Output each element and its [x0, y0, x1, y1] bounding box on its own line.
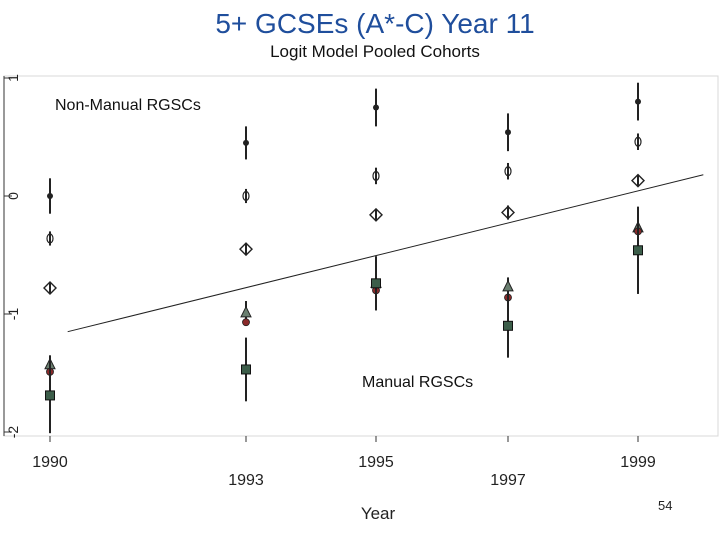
plot-frame	[3, 75, 719, 437]
data-point-triangle	[240, 305, 252, 318]
data-point-small-diamond	[634, 136, 642, 147]
y-tick-label: -2	[5, 426, 21, 439]
data-point-dot-red	[242, 318, 250, 327]
x-tick-label: 1997	[490, 472, 526, 489]
y-tick-label: -1	[5, 308, 21, 321]
annotation-manual: Manual RGSCs	[362, 374, 473, 391]
data-point-diamond	[239, 242, 253, 257]
data-point-dot	[373, 104, 379, 111]
data-point-small-diamond	[372, 170, 380, 182]
data-point-square	[241, 364, 251, 375]
data-point-diamond	[369, 207, 383, 222]
data-point-square	[633, 245, 643, 256]
x-tick-label: 1993	[228, 472, 264, 489]
data-point-square	[503, 320, 513, 331]
x-axis-title: Year	[361, 504, 396, 523]
data-point-diamond	[43, 281, 57, 296]
data-point-dot	[635, 98, 641, 105]
data-point-small-diamond	[46, 233, 54, 244]
data-point-square	[371, 278, 381, 289]
chart-title: 5+ GCSEs (A*-C) Year 11	[215, 8, 535, 39]
annotation-non-manual: Non-Manual RGSCs	[55, 97, 201, 114]
y-tick-label: 0	[5, 192, 21, 200]
chart-subtitle: Logit Model Pooled Cohorts	[270, 42, 480, 61]
data-point-small-diamond	[504, 166, 512, 177]
data-point-dot	[243, 139, 249, 146]
page-number: 54	[658, 498, 673, 513]
data-point-square	[45, 390, 55, 401]
x-tick-label: 1999	[620, 454, 656, 471]
data-point-triangle	[502, 279, 514, 292]
x-tick-label: 1990	[32, 454, 68, 471]
data-point-diamond	[501, 205, 515, 220]
x-tick-label: 1995	[358, 454, 394, 471]
data-point-dot	[47, 193, 53, 199]
data-point-dot	[505, 129, 511, 136]
y-tick-label: 1	[5, 74, 21, 82]
data-point-small-diamond	[242, 190, 250, 202]
data-point-diamond	[631, 173, 645, 188]
trend-line	[67, 174, 704, 333]
